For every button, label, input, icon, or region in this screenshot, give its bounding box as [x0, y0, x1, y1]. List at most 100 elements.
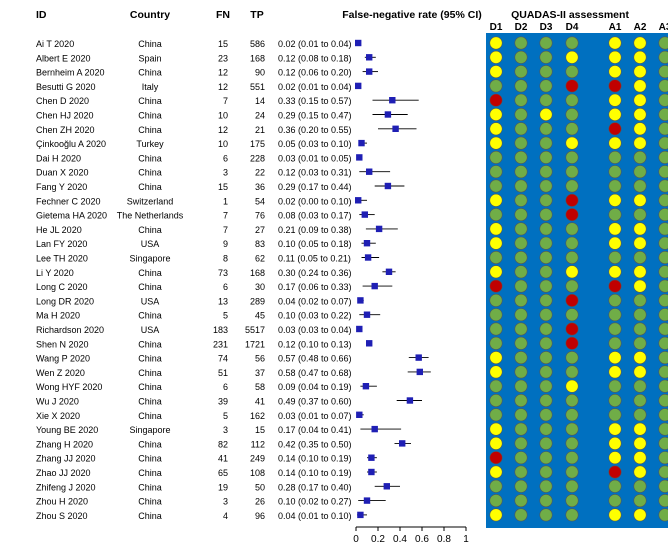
- low-risk-dot: [658, 279, 668, 293]
- study-id: Ai T 2020: [36, 39, 74, 49]
- low-risk-dot: [658, 379, 668, 393]
- low-risk-dot: [489, 336, 503, 350]
- high-risk-dot: [565, 79, 579, 93]
- study-tp: 22: [255, 168, 265, 178]
- study-id: Wang P 2020: [36, 354, 90, 364]
- study-fn: 39: [218, 397, 228, 407]
- study-tp: 37: [255, 368, 265, 378]
- study-rate-label: 0.12 (0.03 to 0.31): [278, 168, 352, 178]
- point-estimate-marker: [416, 368, 423, 376]
- low-risk-dot: [514, 108, 528, 122]
- point-estimate-marker: [375, 225, 383, 233]
- forest-plot: [355, 39, 431, 519]
- study-id: Wu J 2020: [36, 397, 79, 407]
- low-risk-dot: [539, 179, 553, 193]
- low-risk-dot: [489, 479, 503, 493]
- study-fn: 15: [218, 182, 228, 192]
- unclear-risk-dot: [633, 65, 647, 79]
- study-fn: 5: [223, 411, 228, 421]
- low-risk-dot: [539, 379, 553, 393]
- study-id: Richardson 2020: [36, 325, 104, 335]
- unclear-risk-dot: [489, 351, 503, 365]
- low-risk-dot: [514, 165, 528, 179]
- point-estimate-marker: [356, 154, 363, 161]
- study-tp: 76: [255, 211, 265, 221]
- low-risk-dot: [565, 308, 579, 322]
- low-risk-dot: [514, 193, 528, 207]
- point-estimate-marker: [355, 39, 362, 47]
- study-id: Dai H 2020: [36, 153, 81, 163]
- unclear-risk-dot: [608, 365, 622, 379]
- low-risk-dot: [489, 165, 503, 179]
- point-estimate-marker: [406, 397, 414, 404]
- study-id: Zhao JJ 2020: [36, 468, 91, 478]
- low-risk-dot: [539, 293, 553, 307]
- high-risk-dot: [565, 208, 579, 222]
- study-fn: 7: [223, 225, 228, 235]
- x-tick-label: 0.8: [437, 534, 451, 544]
- low-risk-dot: [658, 451, 668, 465]
- point-estimate-marker: [389, 97, 396, 104]
- low-risk-dot: [489, 379, 503, 393]
- low-risk-dot: [539, 393, 553, 407]
- low-risk-dot: [565, 108, 579, 122]
- low-risk-dot: [539, 351, 553, 365]
- study-tp: 62: [255, 254, 265, 264]
- low-risk-dot: [658, 222, 668, 236]
- high-risk-dot: [565, 193, 579, 207]
- low-risk-dot: [565, 93, 579, 107]
- low-risk-dot: [658, 408, 668, 422]
- low-risk-dot: [565, 279, 579, 293]
- low-risk-dot: [539, 193, 553, 207]
- low-risk-dot: [633, 393, 647, 407]
- study-rate-label: 0.10 (0.02 to 0.27): [278, 497, 352, 507]
- high-risk-dot: [608, 465, 622, 479]
- study-country: USA: [141, 296, 160, 306]
- low-risk-dot: [633, 308, 647, 322]
- low-risk-dot: [608, 208, 622, 222]
- point-estimate-marker: [383, 483, 390, 490]
- low-risk-dot: [658, 308, 668, 322]
- unclear-risk-dot: [489, 122, 503, 136]
- low-risk-dot: [658, 465, 668, 479]
- study-fn: 6: [223, 382, 228, 392]
- unclear-risk-dot: [633, 508, 647, 522]
- study-id: He JL 2020: [36, 225, 82, 235]
- quadas-column-d3: D3: [540, 22, 553, 33]
- low-risk-dot: [565, 222, 579, 236]
- study-id: Wong HYF 2020: [36, 382, 102, 392]
- high-risk-dot: [489, 93, 503, 107]
- study-rate-label: 0.02 (0.00 to 0.10): [278, 196, 352, 206]
- low-risk-dot: [514, 122, 528, 136]
- study-fn: 10: [218, 111, 228, 121]
- study-tp: 14: [255, 96, 265, 106]
- quadas-column-d1: D1: [490, 22, 503, 33]
- low-risk-dot: [539, 408, 553, 422]
- unclear-risk-dot: [489, 436, 503, 450]
- low-risk-dot: [658, 108, 668, 121]
- low-risk-dot: [658, 508, 668, 522]
- unclear-risk-dot: [633, 136, 647, 150]
- low-risk-dot: [565, 479, 579, 493]
- low-risk-dot: [633, 208, 647, 222]
- low-risk-dot: [514, 408, 528, 422]
- study-tp: 162: [250, 411, 265, 421]
- study-fn: 3: [223, 497, 228, 507]
- low-risk-dot: [514, 293, 528, 307]
- low-risk-dot: [489, 208, 503, 222]
- low-risk-dot: [633, 150, 647, 164]
- low-risk-dot: [565, 351, 579, 365]
- unclear-risk-dot: [633, 93, 647, 107]
- low-risk-dot: [565, 150, 579, 164]
- point-estimate-marker: [384, 182, 392, 190]
- low-risk-dot: [539, 150, 553, 164]
- point-estimate-marker: [399, 440, 406, 447]
- low-risk-dot: [514, 336, 528, 350]
- low-risk-dot: [514, 222, 528, 236]
- study-country: China: [138, 311, 162, 321]
- low-risk-dot: [565, 179, 579, 193]
- study-tp: 54: [255, 196, 265, 206]
- study-country: Switzerland: [127, 196, 174, 206]
- low-risk-dot: [539, 422, 553, 436]
- point-estimate-marker: [385, 268, 393, 275]
